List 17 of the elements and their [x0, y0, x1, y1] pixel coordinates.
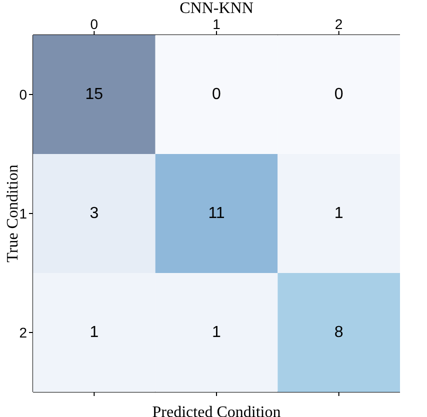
data-label: 0: [334, 86, 344, 103]
data-label: 0: [212, 86, 222, 103]
data-label: 8: [334, 324, 344, 341]
data-label: 1: [90, 324, 99, 341]
x-axis-title: Predicted Condition: [152, 404, 281, 417]
x-tick-label: 0: [90, 16, 98, 32]
data-label: 1: [212, 324, 222, 341]
data-label: 1: [334, 205, 344, 222]
data-label: 3: [90, 205, 99, 222]
y-tick-label: 1: [19, 205, 28, 222]
y-tick-label: 2: [19, 324, 28, 340]
data-label: 11: [208, 205, 225, 222]
x-tick-label: 1: [212, 16, 221, 32]
data-label: 15: [85, 86, 104, 103]
y-tick-label: 0: [19, 86, 28, 102]
x-tick-label: 2: [334, 16, 343, 32]
chart-title: CNN-KNN: [180, 0, 254, 17]
